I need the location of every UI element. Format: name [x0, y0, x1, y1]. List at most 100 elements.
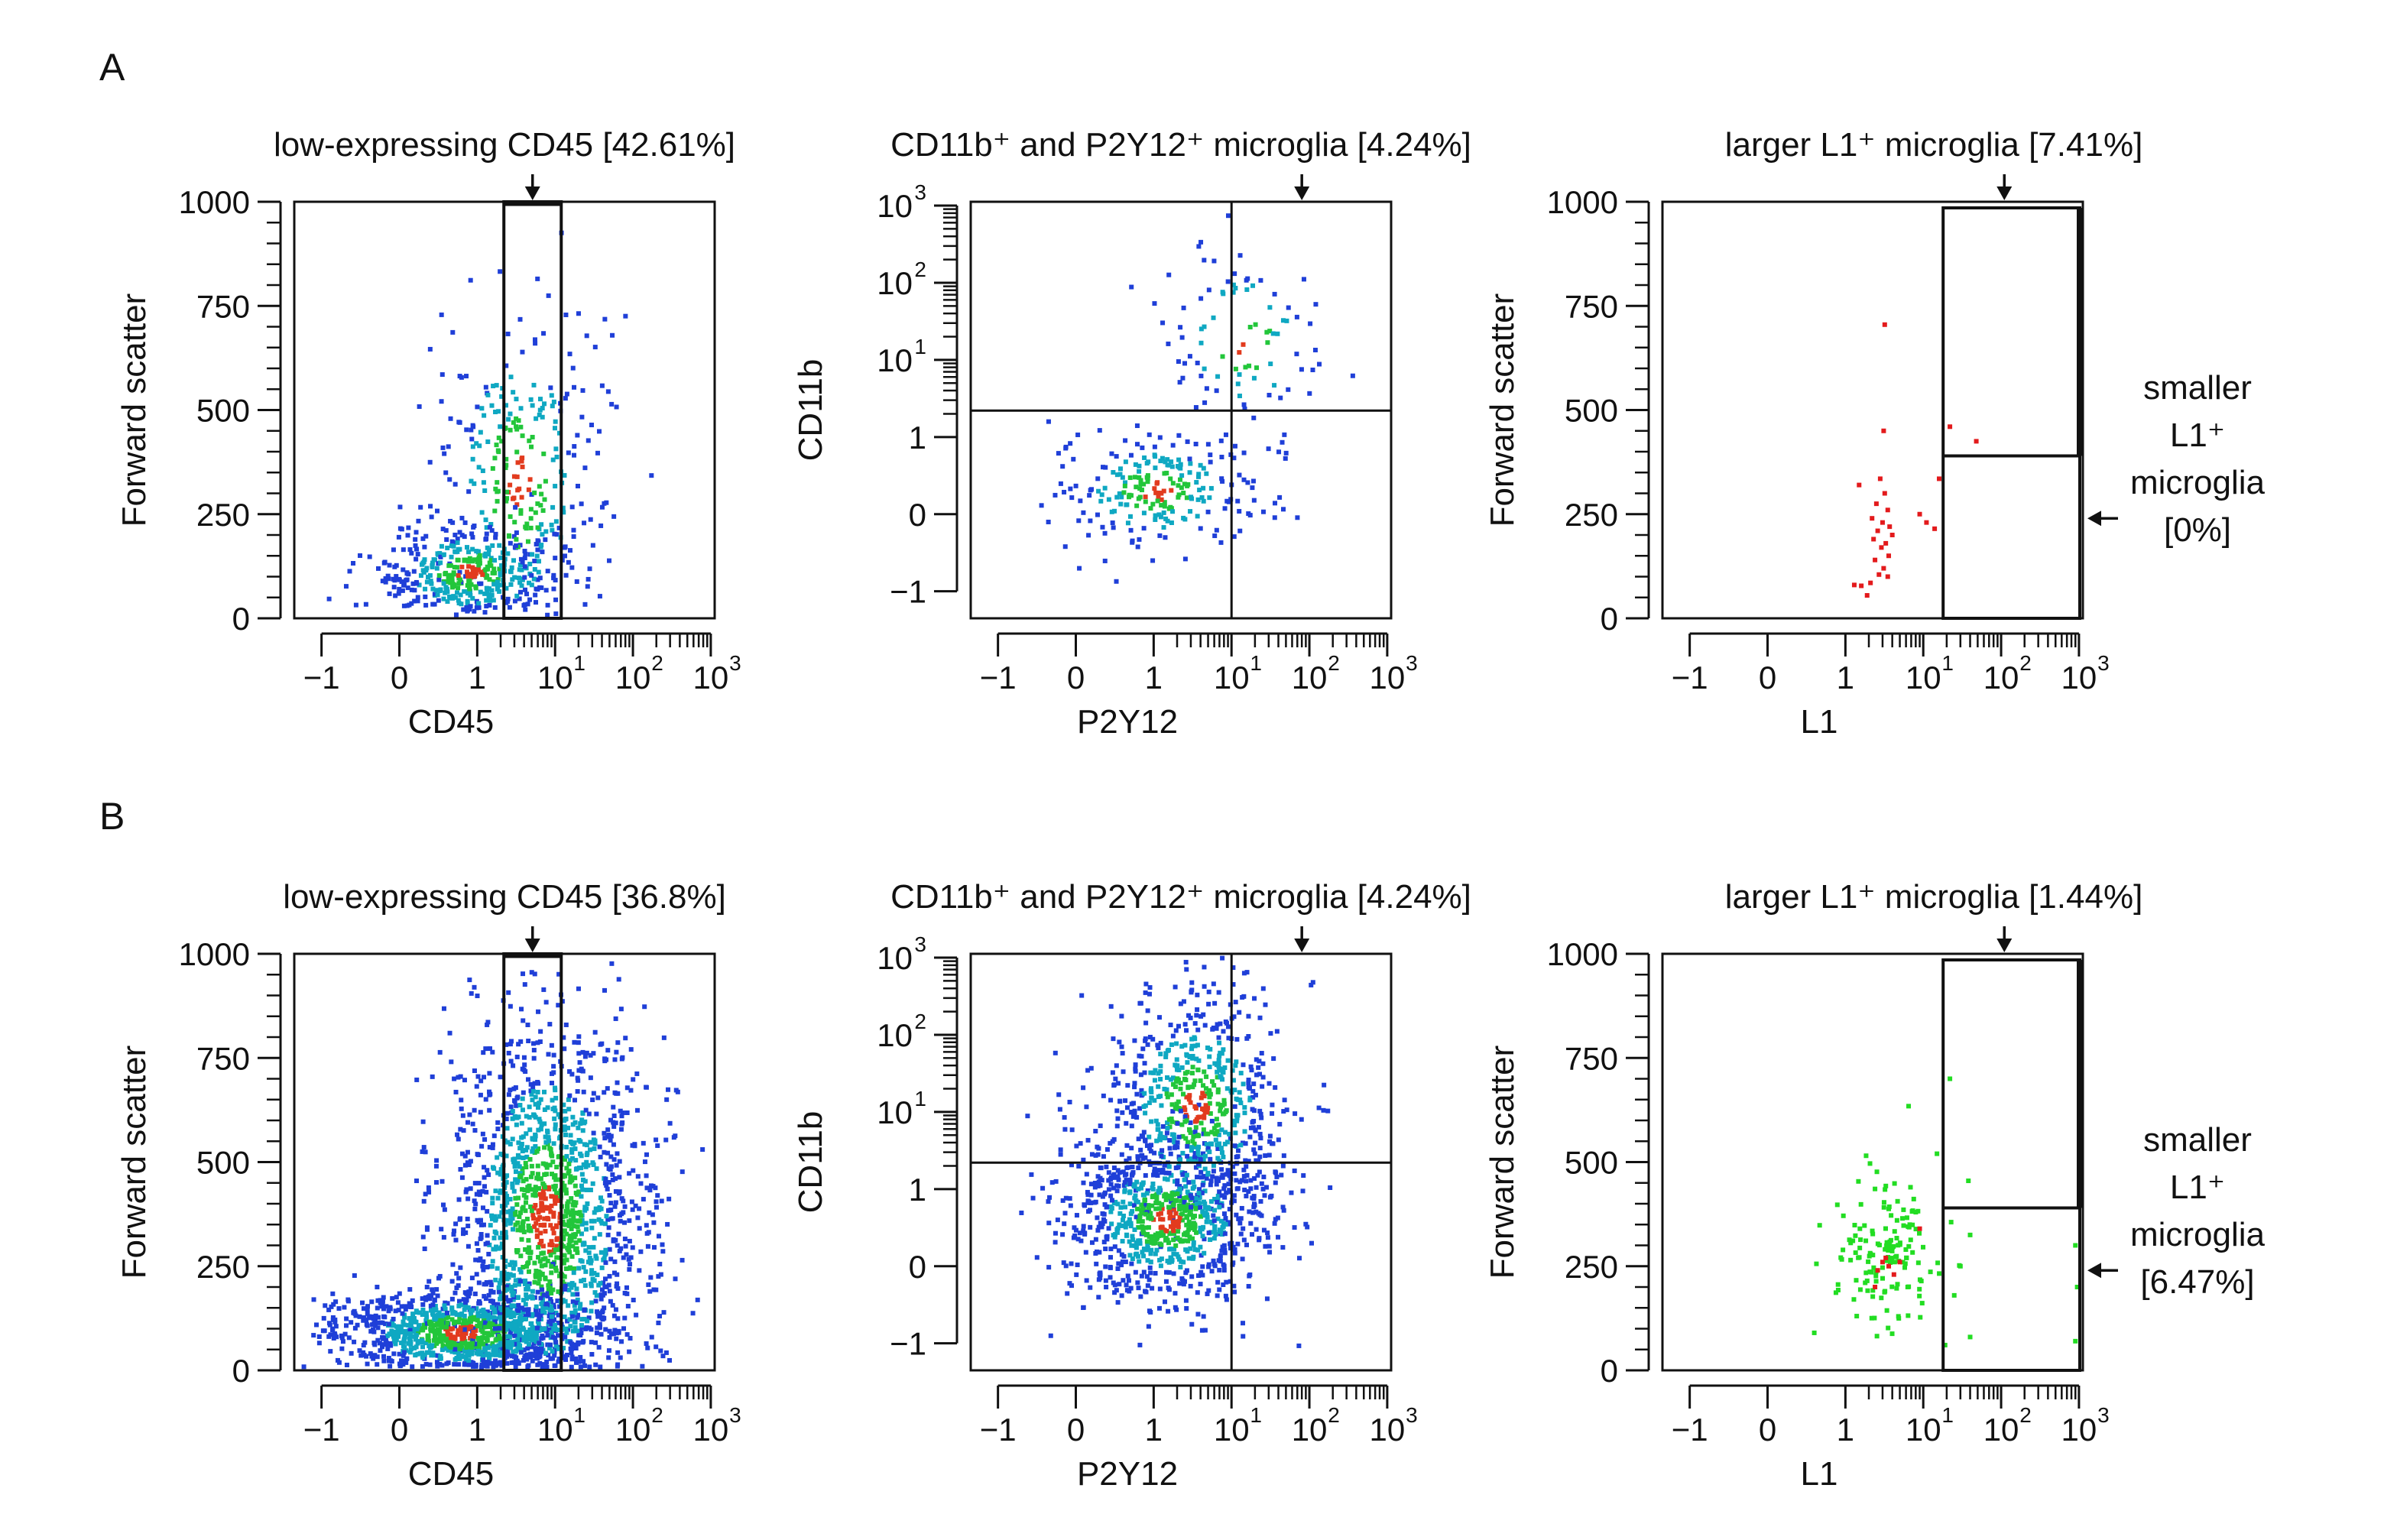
data-point — [1174, 1057, 1179, 1062]
data-point — [1166, 506, 1172, 511]
data-point — [444, 588, 449, 593]
data-point — [1180, 1172, 1186, 1177]
data-point — [430, 1302, 436, 1308]
data-point — [1294, 314, 1299, 319]
data-point — [498, 555, 503, 560]
data-point — [423, 1191, 428, 1197]
data-point — [579, 1153, 584, 1159]
data-point — [422, 1352, 427, 1357]
data-point — [547, 1311, 553, 1317]
data-point — [584, 1159, 589, 1165]
data-point — [401, 1337, 407, 1342]
data-point — [1235, 1186, 1241, 1191]
data-point — [570, 1208, 576, 1213]
data-point — [1184, 495, 1189, 501]
data-point — [606, 1282, 611, 1288]
data-point — [535, 538, 540, 543]
data-point — [595, 1314, 601, 1319]
data-point — [471, 1363, 476, 1369]
data-point — [577, 1060, 582, 1065]
data-point — [561, 1258, 566, 1263]
data-point — [517, 1164, 522, 1169]
data-point — [427, 459, 433, 465]
data-point — [569, 1226, 574, 1231]
data-point — [507, 605, 512, 610]
data-point — [1136, 1186, 1141, 1191]
data-point — [1132, 1108, 1137, 1114]
data-point — [1328, 1185, 1333, 1191]
data-point — [1177, 1215, 1182, 1221]
data-point — [449, 554, 454, 559]
data-point — [608, 1154, 614, 1159]
data-point — [589, 1225, 595, 1230]
data-point — [360, 1300, 365, 1305]
data-point — [545, 1293, 550, 1298]
y-tick-label: 500 — [1565, 393, 1618, 429]
data-point — [1211, 1258, 1216, 1263]
side-label-line: L1⁺ — [2170, 417, 2225, 454]
data-point — [1150, 1238, 1156, 1243]
data-point — [521, 1229, 527, 1234]
data-point — [462, 557, 467, 563]
data-point — [571, 527, 576, 533]
data-point — [469, 582, 474, 587]
data-point — [611, 1313, 617, 1318]
data-point — [613, 1200, 618, 1205]
data-point — [1211, 1169, 1216, 1174]
data-point — [1145, 473, 1150, 478]
data-point — [448, 518, 453, 524]
data-point — [1301, 277, 1306, 282]
data-point — [402, 1304, 407, 1309]
data-point — [427, 1321, 433, 1327]
data-point — [1062, 489, 1067, 494]
data-point — [368, 1351, 373, 1357]
x-tick-exponent: 3 — [729, 1403, 741, 1427]
data-point — [646, 1230, 651, 1235]
data-point — [566, 1161, 572, 1166]
data-point — [1193, 1206, 1198, 1211]
data-point — [383, 579, 388, 585]
data-point — [491, 1302, 497, 1308]
data-point — [423, 1149, 428, 1155]
data-point — [462, 1321, 467, 1326]
data-point — [484, 585, 489, 591]
data-point — [387, 591, 392, 596]
y-axis-label: CD11b — [792, 359, 829, 462]
data-point — [482, 1347, 488, 1353]
data-point — [495, 577, 501, 582]
data-point — [528, 1228, 534, 1234]
data-point — [508, 1039, 514, 1044]
data-point — [358, 553, 363, 558]
data-point — [581, 1162, 586, 1167]
data-point — [396, 1308, 401, 1313]
data-point — [410, 581, 416, 586]
data-point — [534, 1234, 540, 1240]
data-point — [543, 1350, 549, 1356]
data-point — [443, 1324, 449, 1330]
data-point — [1250, 1107, 1255, 1112]
data-point — [1187, 354, 1192, 359]
data-point — [1169, 1199, 1174, 1204]
data-point — [597, 429, 602, 434]
data-point — [1245, 480, 1250, 485]
y-tick-label: 1000 — [1547, 184, 1618, 220]
data-point — [511, 390, 516, 395]
data-point — [453, 1237, 459, 1243]
x-tick-label: 0 — [1067, 660, 1085, 695]
data-point — [508, 1142, 513, 1147]
data-point — [438, 1318, 443, 1323]
data-point — [470, 1341, 475, 1346]
data-point — [394, 1324, 399, 1329]
data-point — [603, 1327, 608, 1332]
data-point — [1264, 1296, 1270, 1302]
data-point — [1220, 354, 1225, 359]
data-point — [1170, 509, 1176, 514]
data-point — [504, 1340, 510, 1345]
data-point — [553, 1265, 558, 1270]
data-point — [616, 1231, 621, 1237]
data-point — [347, 569, 352, 574]
data-point — [1182, 481, 1187, 487]
data-point — [512, 598, 517, 604]
data-point — [1176, 465, 1182, 470]
data-point — [1181, 1282, 1186, 1287]
